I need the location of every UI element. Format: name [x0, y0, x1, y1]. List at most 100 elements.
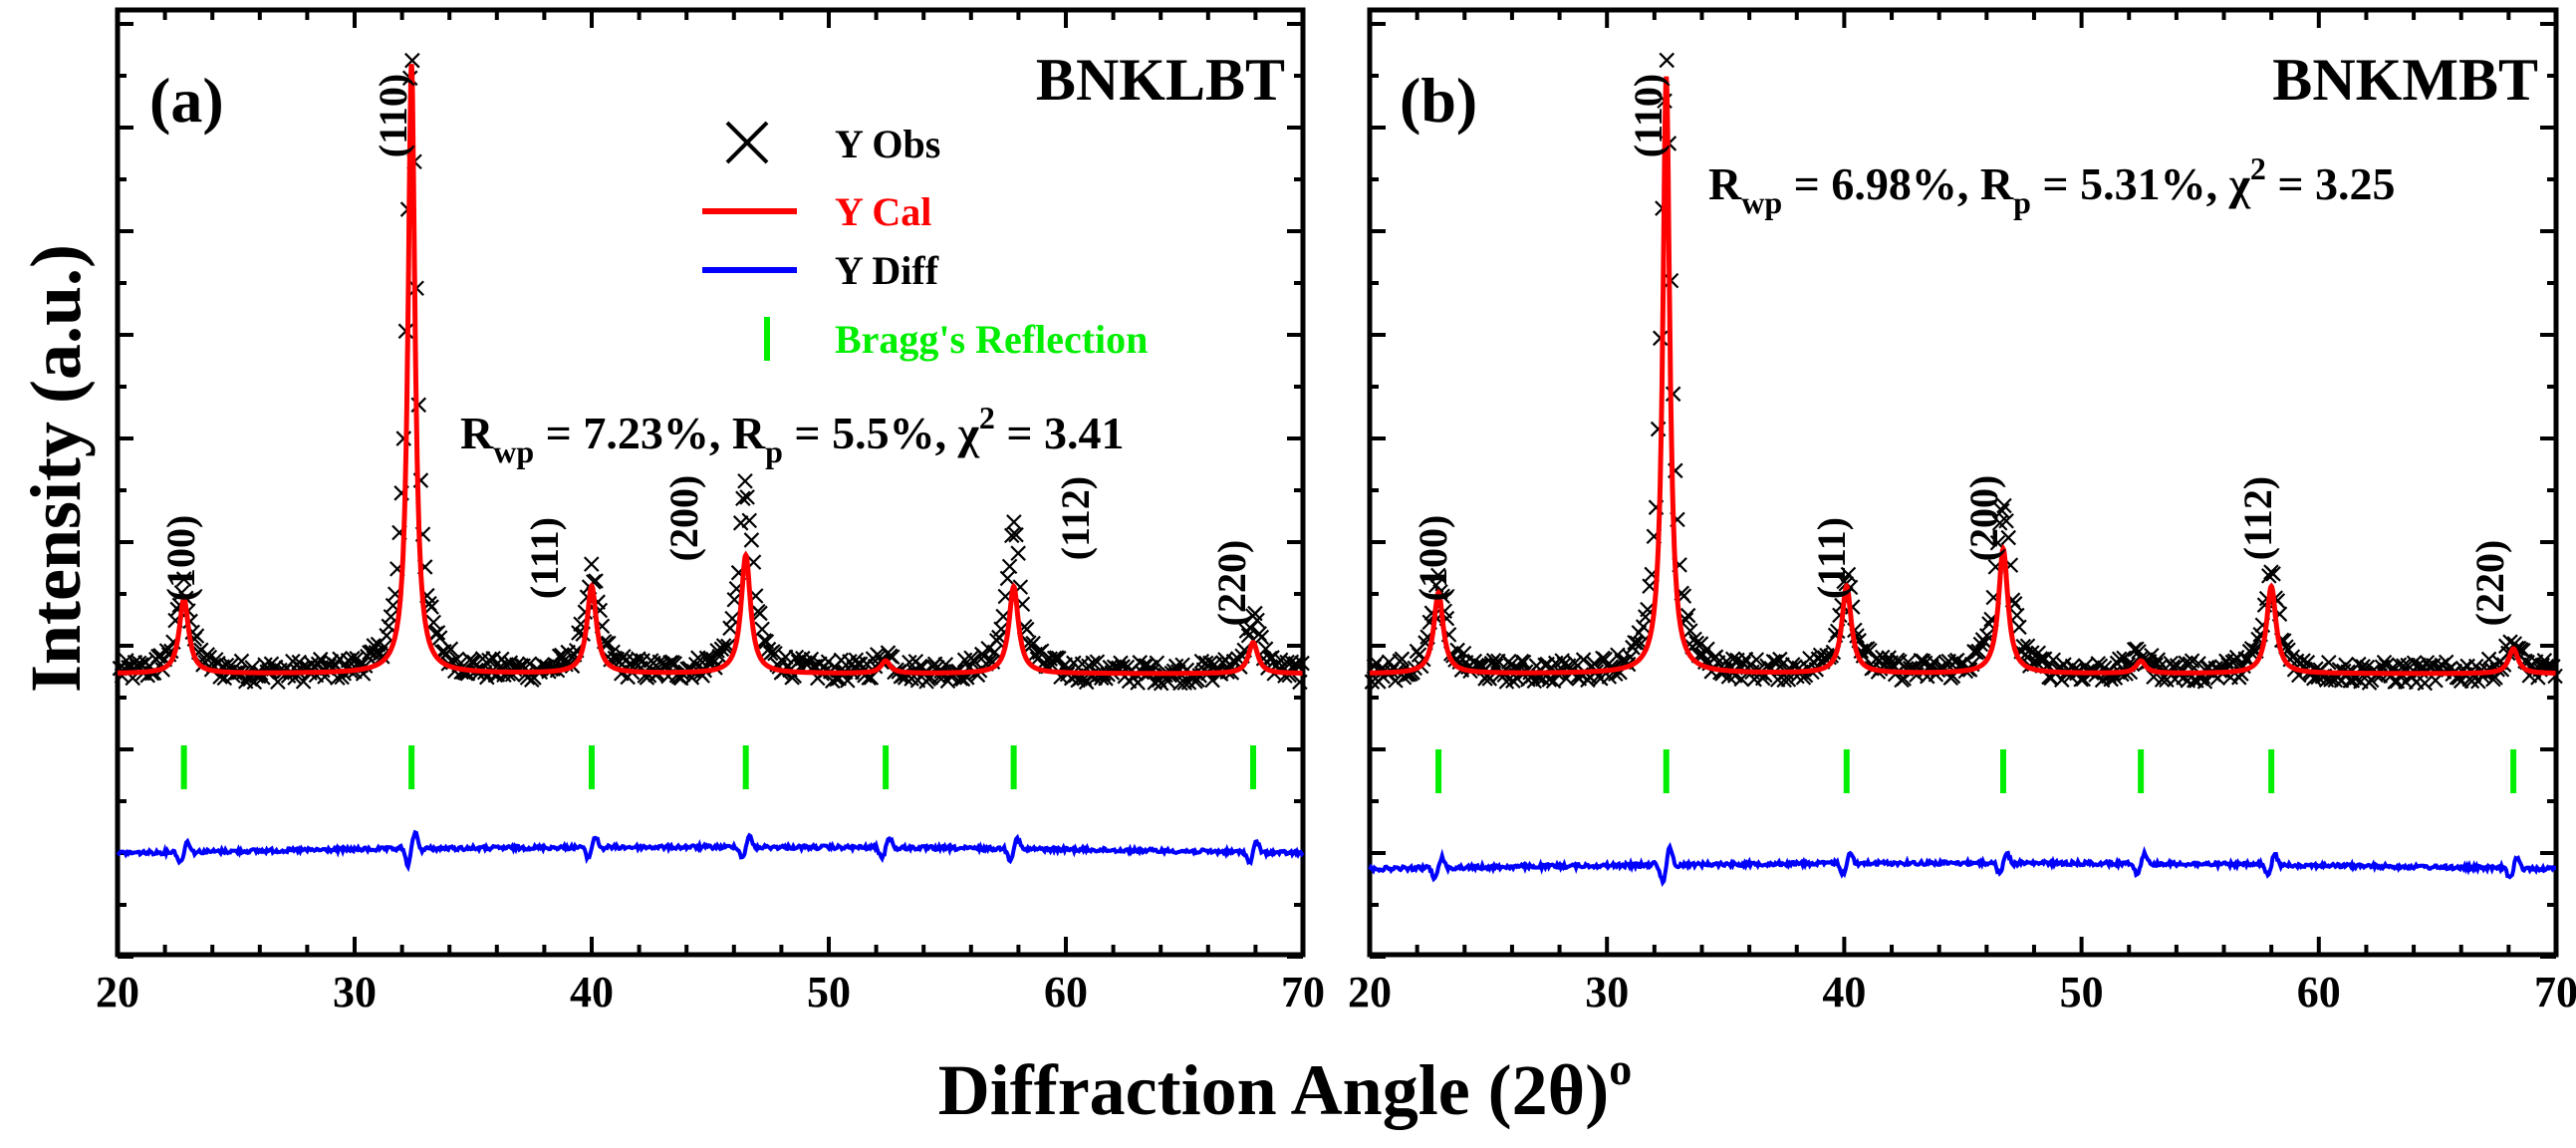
legend: Y Obs Y Cal Y Diff Bragg's Reflection	[702, 121, 1148, 362]
hkl-label: (200)	[1961, 475, 2006, 562]
obs-point	[1292, 674, 1308, 691]
obs-point	[1010, 545, 1026, 561]
obs-point	[732, 515, 749, 531]
cal-line	[1370, 76, 2556, 677]
legend-cal-label: Y Cal	[835, 189, 931, 234]
obs-point	[2351, 656, 2367, 673]
diff-line	[1368, 841, 2557, 888]
hkl-label: (110)	[371, 74, 415, 157]
obs-point	[722, 620, 738, 637]
panel-a-plot: 20 30 40 50 60 70 (100) (110) (111) (200) (112) (22…	[96, 10, 1325, 1016]
panel-b-stats: Rwp = 6.98%, Rp = 5.31%, χ2 = 3.25	[1708, 150, 2396, 220]
obs-point	[735, 490, 751, 507]
obs-point	[1430, 567, 1446, 584]
obs-point	[1001, 558, 1018, 575]
obs-point	[175, 571, 192, 587]
obs-point	[379, 628, 394, 644]
obs-point	[2480, 651, 2497, 668]
x-tick-label: 70	[2534, 968, 2576, 1016]
obs-point	[1994, 502, 2010, 519]
obs-point	[1089, 654, 1106, 670]
obs-point	[1136, 658, 1153, 675]
hkl-label: (112)	[1053, 476, 1098, 560]
obs-point	[1294, 655, 1310, 672]
hkl-label: (220)	[2467, 540, 2512, 627]
obs-point	[1686, 631, 1702, 648]
obs-point	[2406, 655, 2423, 671]
obs-point	[752, 605, 768, 622]
panel-a-frame	[115, 7, 1306, 958]
hkl-label: (100)	[1411, 515, 1455, 602]
obs-point	[1498, 674, 1515, 690]
obs-point	[2126, 642, 2143, 658]
obs-point	[1253, 629, 1270, 646]
obs-point	[1972, 636, 1989, 653]
panel-a: 20 30 40 50 60 70 (100) (110) (111) (200) (112) (22…	[96, 7, 1325, 1016]
obs-point	[1688, 635, 1705, 652]
panel-a-label: (a)	[149, 65, 224, 136]
x-axis-title-text: Diffraction Angle (2θ)	[938, 1050, 1609, 1130]
obs-point	[1394, 651, 1411, 668]
obs-point	[381, 618, 397, 635]
x-tick-label: 50	[2060, 968, 2104, 1016]
cal-line	[118, 64, 1303, 677]
obs-point	[1505, 673, 1521, 689]
obs-point	[2019, 638, 2036, 655]
obs-point	[840, 673, 856, 689]
obs-point	[295, 674, 312, 690]
obs-point	[662, 654, 678, 671]
obs-point	[1149, 655, 1165, 672]
x-axis-ticks	[1368, 10, 2558, 959]
obs-point	[601, 635, 617, 652]
obs-point	[999, 570, 1016, 587]
obs-point	[737, 472, 753, 489]
obs-point	[1575, 652, 1592, 668]
hkl-label: (100)	[158, 515, 203, 602]
obs-point	[1264, 650, 1280, 666]
x-tick-label: 30	[1585, 968, 1629, 1016]
obs-point	[1627, 634, 1643, 651]
panel-b: 20 30 40 50 60 70 (100) (110) (111) (200) (112) (22…	[1348, 7, 2576, 1016]
obs-point	[631, 651, 646, 667]
x-axis-title: Diffraction Angle (2θ)o	[938, 1043, 1632, 1130]
x-tick-label: 40	[570, 968, 614, 1016]
panel-b-frame	[1367, 7, 2559, 958]
hkl-label: (220)	[1209, 540, 1254, 627]
x-axis-ticks	[116, 10, 1305, 959]
x-tick-label: 20	[1348, 968, 1392, 1016]
x-axis-degree: o	[1609, 1043, 1632, 1094]
obs-point	[404, 52, 420, 69]
hkl-label: (110)	[1626, 74, 1671, 157]
obs-point	[345, 650, 361, 667]
obs-point	[1682, 623, 1698, 639]
legend-obs-marker	[725, 121, 769, 164]
panel-a-stats: Rwp = 7.23%, Rp = 5.5%, χ2 = 3.41	[460, 400, 1125, 469]
obs-point	[2321, 654, 2337, 671]
obs-point	[1003, 527, 1020, 544]
hkl-label: (200)	[661, 475, 706, 562]
obs-point	[2111, 651, 2128, 668]
hkl-label: (112)	[2235, 476, 2280, 560]
obs-point	[2045, 652, 2062, 668]
obs-point	[1998, 512, 2014, 529]
obs-point	[2054, 672, 2070, 688]
obs-point	[1996, 497, 2012, 514]
y-axis-title: Intensity (a.u.)	[16, 244, 96, 693]
obs-point	[429, 625, 446, 641]
obs-point	[2299, 655, 2316, 671]
obs-point	[2265, 566, 2281, 582]
obs-point	[743, 532, 760, 548]
obs-point	[1167, 658, 1184, 675]
legend-bragg-label: Bragg's Reflection	[835, 317, 1148, 362]
obs-point	[423, 599, 439, 615]
obs-point	[583, 556, 600, 572]
obs-point	[1249, 612, 1265, 629]
obs-point	[1840, 566, 1857, 583]
obs-point	[1455, 645, 1472, 662]
obs-point	[741, 512, 758, 529]
legend-obs-label: Y Obs	[835, 122, 940, 166]
hkl-label: (111)	[522, 517, 567, 599]
hkl-label: (111)	[1809, 517, 1854, 599]
x-tick-label: 60	[2297, 968, 2341, 1016]
